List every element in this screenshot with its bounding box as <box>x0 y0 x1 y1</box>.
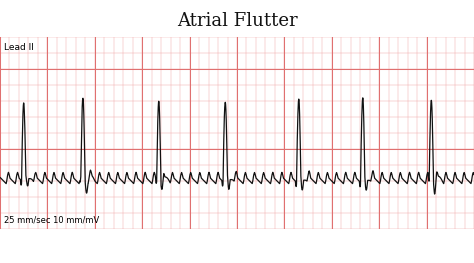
Text: ID 213246811 © Natthawut Thongchomphoonuch: ID 213246811 © Natthawut Thongchomphoonu… <box>309 243 467 249</box>
Text: Lead II: Lead II <box>4 43 34 52</box>
Text: dreamstime.com: dreamstime.com <box>7 242 72 250</box>
Text: 25 mm/sec 10 mm/mV: 25 mm/sec 10 mm/mV <box>4 216 99 225</box>
Text: Atrial Flutter: Atrial Flutter <box>177 12 297 30</box>
